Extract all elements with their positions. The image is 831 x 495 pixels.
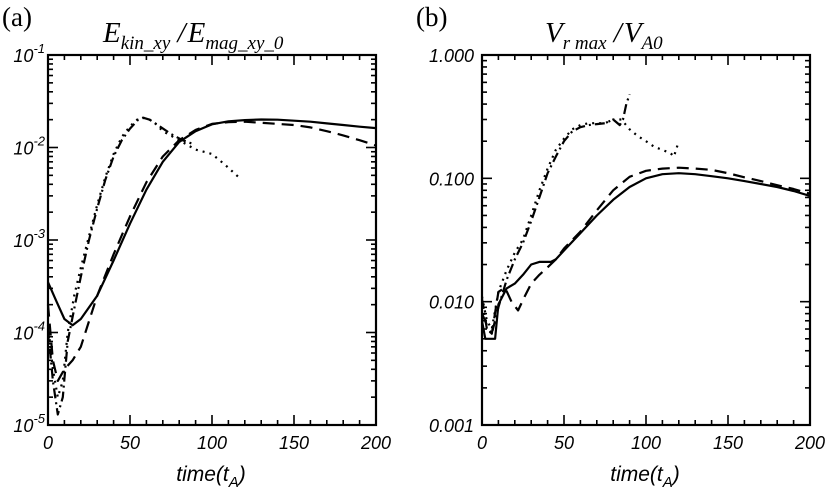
x-tick-label: 50 [554,433,574,453]
panel-a-series [46,116,377,416]
x-tick-label: 200 [360,433,391,453]
y-tick-label: 10-4 [13,319,45,344]
panel-b: (b) Vr max /VA0 0 50 100 150 200 0.001 0.010 0.… [416,2,825,491]
panel-a-axes: 0 50 100 150 200 10-5 10-4 10-3 10-2 10-1 [13,41,391,453]
panel-a: (a) Ekin_xy /Emag_xy_0 0 50 100 150 200 10-5 1… [2,2,391,491]
panel-b-xlabel: time(tA) [610,463,680,491]
y-tick-label: 10-5 [13,411,45,436]
panel-b-label: (b) [416,2,447,32]
series-dashed-line [46,120,377,382]
series-solid-line [46,118,377,327]
x-tick-label: 0 [43,433,53,453]
series-solid-line [480,172,811,340]
x-tick-label: 0 [477,433,487,453]
panel-a-label: (a) [2,2,32,32]
y-tick-label: 10-1 [13,41,45,66]
x-tick-label: 100 [197,433,227,453]
x-tick-label: 200 [794,433,825,453]
y-tick-label: 0.001 [429,416,474,436]
x-tick-label: 100 [631,433,661,453]
y-tick-label: 10-3 [13,226,45,251]
y-tick-label: 0.010 [429,293,474,313]
panel-b-axes: 0 50 100 150 200 0.001 0.010 0.100 1.000 [429,46,825,453]
panel-b-series [480,93,811,340]
x-tick-label: 150 [279,433,309,453]
series-dashed-line [480,166,811,335]
x-tick-label: 150 [713,433,743,453]
panel-b-title: Vr max /VA0 [545,17,663,54]
y-tick-label: 1.000 [429,46,474,66]
y-tick-label: 0.100 [429,169,474,189]
y-tick-label: 10-2 [13,134,45,159]
series-dash-dot-line [480,93,631,335]
panel-a-title: Ekin_xy /Emag_xy_0 [102,17,284,54]
x-tick-label: 50 [120,433,140,453]
panel-a-xlabel: time(tA) [176,463,246,491]
